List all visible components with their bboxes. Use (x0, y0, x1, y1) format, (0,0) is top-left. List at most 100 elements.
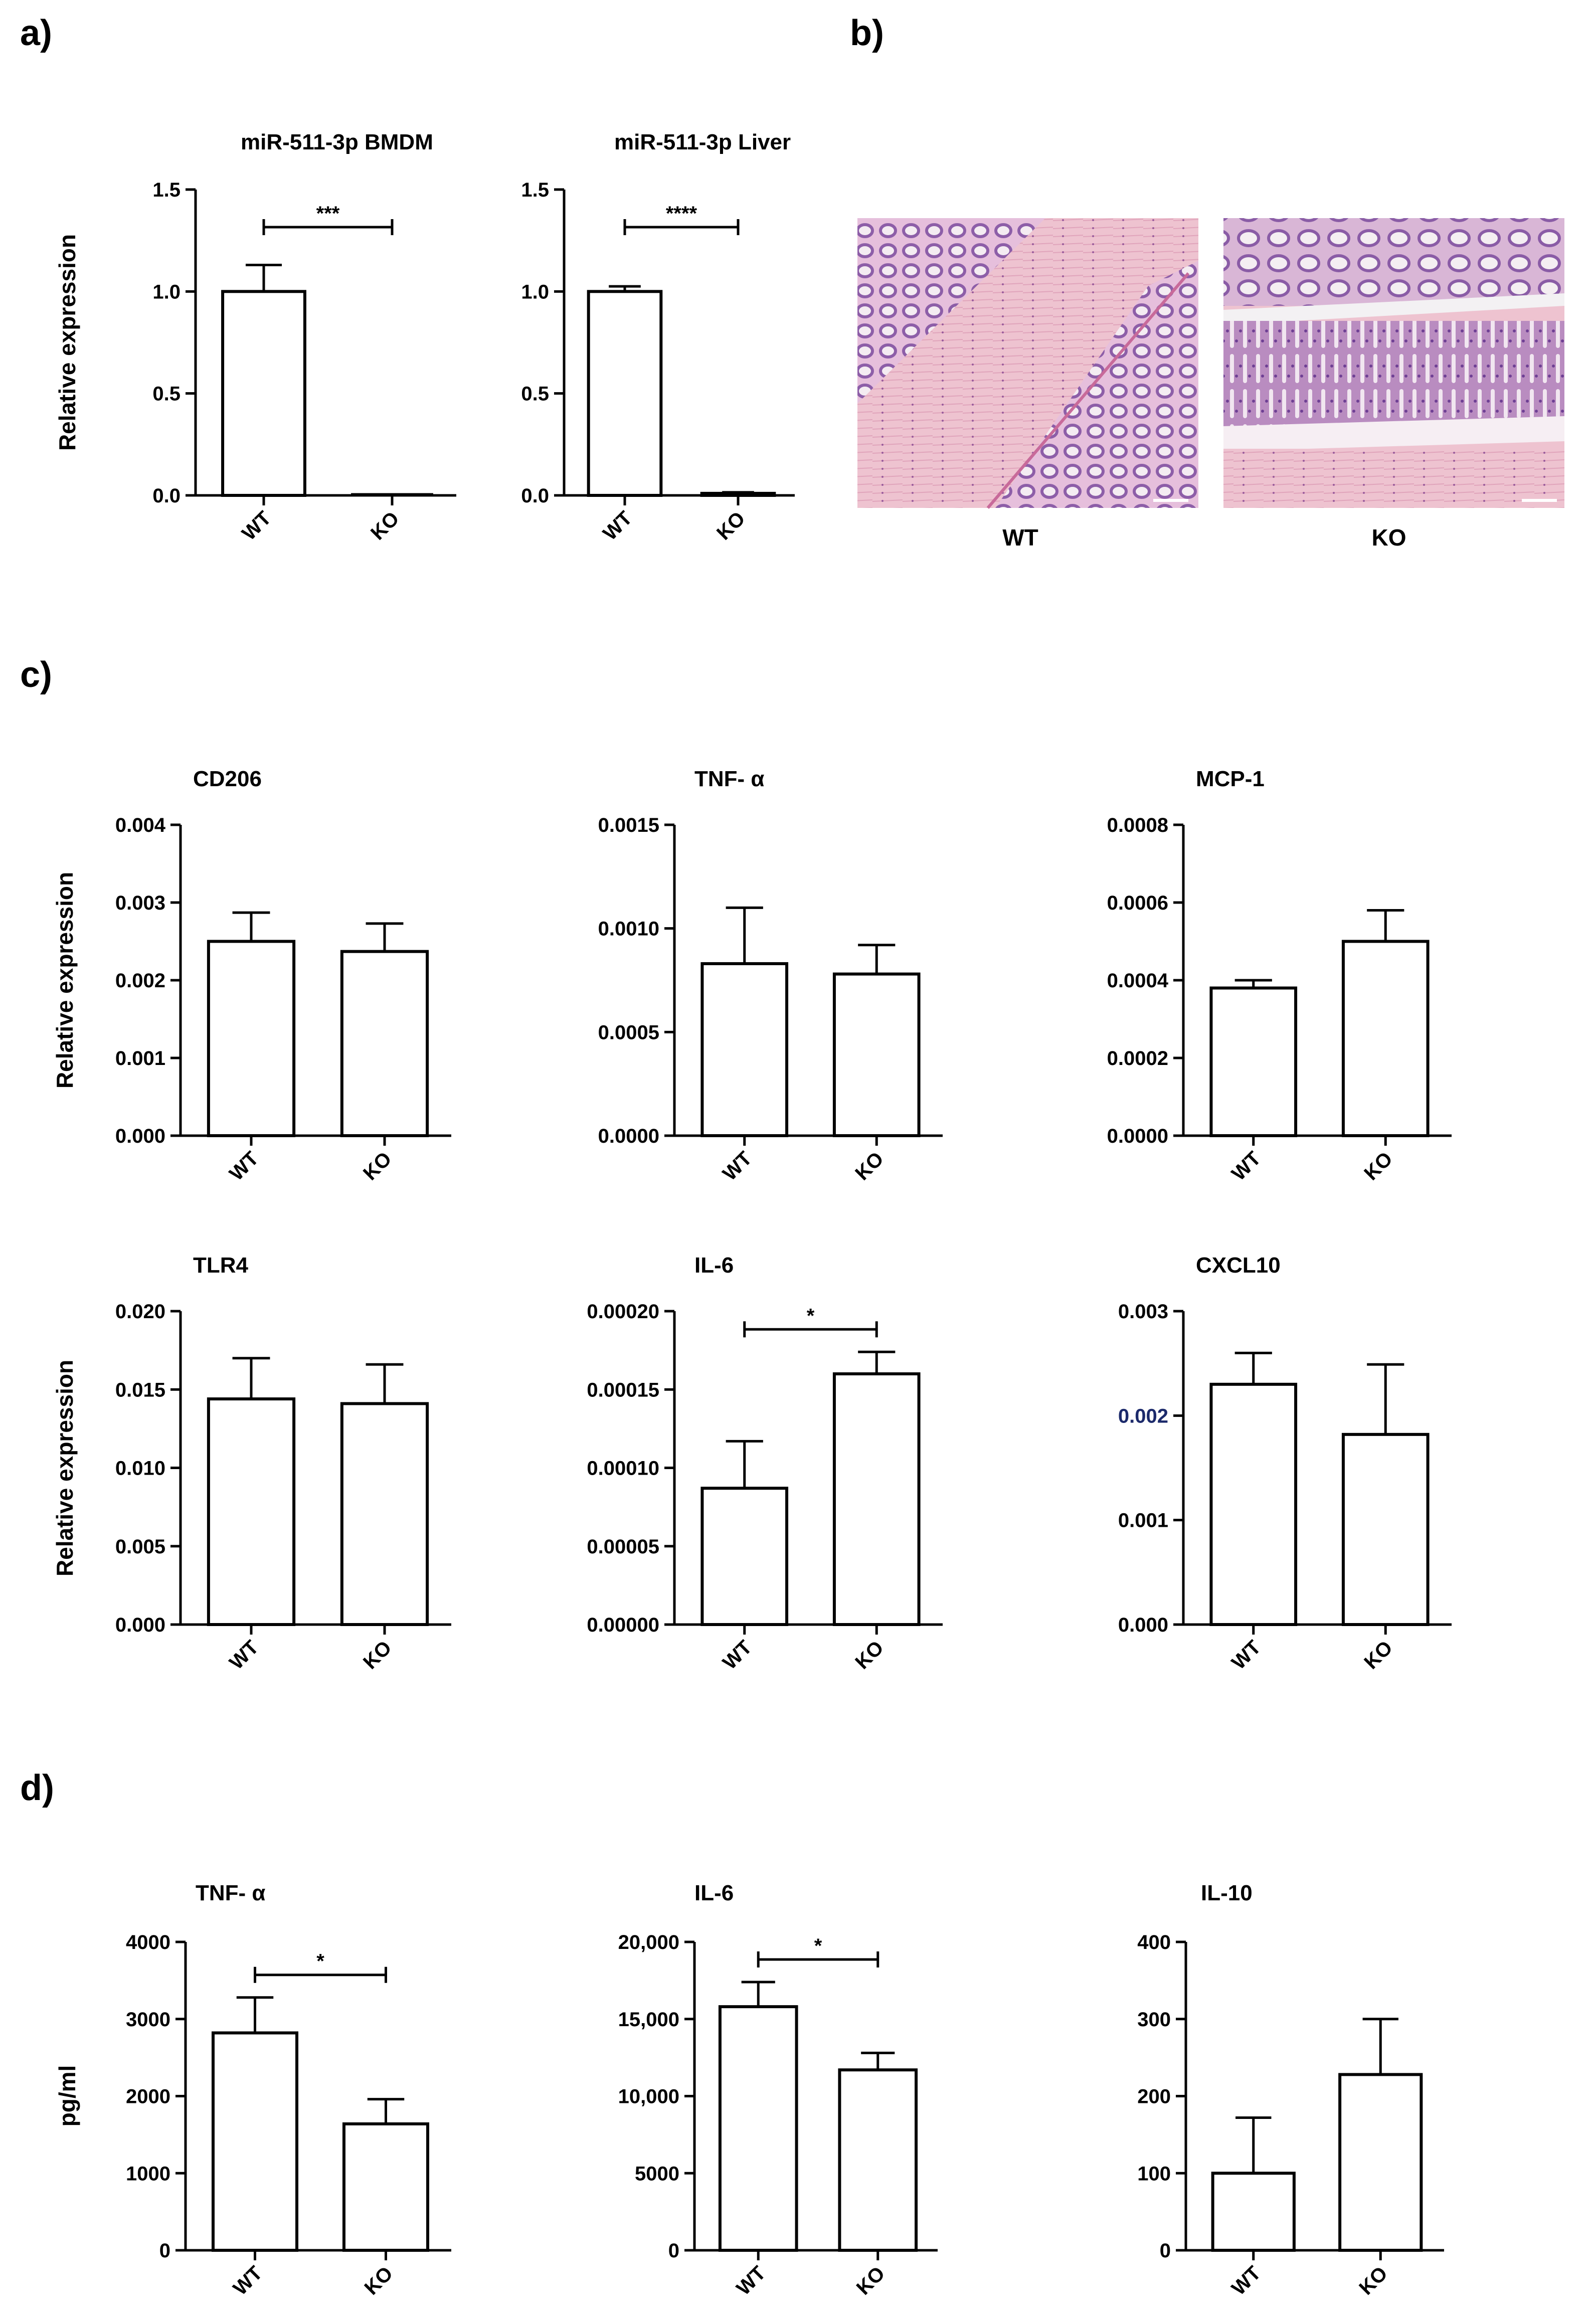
chart-4: TNF- α 0.0000 0.0005 0.0010 0.0015 WT KO (598, 767, 943, 1185)
y-tick-label: 0.0 (152, 485, 181, 507)
histology-wt-caption: WT (1002, 524, 1038, 551)
bar-ko (340, 950, 429, 1138)
bar-ko (838, 2068, 918, 2252)
y-tick-label: 0.0000 (598, 1125, 659, 1147)
y-tick-label: 0.020 (115, 1301, 165, 1323)
y-tick-label: 0.0008 (1107, 814, 1168, 836)
y-tick-label: 0.004 (115, 814, 166, 836)
chart-title: IL-6 (694, 1881, 734, 1905)
panel-label-b: b) (850, 13, 884, 53)
y-tick-label: 2000 (126, 2086, 170, 2108)
x-tick-label: KO (713, 507, 750, 545)
x-tick-label: KO (852, 2262, 890, 2299)
chart-title: TNF- α (196, 1881, 265, 1905)
y-tick-label: 0.0004 (1107, 970, 1169, 992)
y-tick-label: 0 (668, 2240, 679, 2262)
bar-ko (1341, 940, 1430, 1137)
significance-label: * (807, 1305, 815, 1327)
y-tick-label: 0.0010 (598, 918, 659, 940)
bar-wt (1209, 986, 1298, 1137)
y-tick-label: 0.000 (115, 1125, 165, 1147)
y-tick-label: 100 (1137, 2163, 1171, 2185)
chart-2: miR-511-3p Liver 0.0 0.5 1.0 1.5 WT KO **** (521, 130, 795, 545)
y-tick-label: 0.002 (115, 970, 165, 992)
y-tick-label: 0.00010 (587, 1458, 659, 1480)
x-tick-label: WT (719, 1147, 756, 1185)
bar-wt (207, 1397, 296, 1626)
x-tick-label: WT (229, 2262, 267, 2299)
y-tick-label: 1.5 (521, 179, 549, 201)
y-tick-label: 0.00015 (587, 1379, 659, 1401)
y-tick-label: 15,000 (618, 2009, 679, 2031)
x-tick-label: WT (238, 507, 275, 545)
y-tick-label: 0.005 (115, 1536, 165, 1558)
chart-8: CXCL10 0.000 0.001 0.002 0.003 WT KO (1118, 1253, 1452, 1674)
chart-10: IL-6 0 5000 10,000 15,000 20,000 WT KO * (618, 1881, 938, 2299)
y-tick-label: 0 (1160, 2240, 1171, 2262)
y-tick-label: 3000 (126, 2009, 170, 2031)
bar-wt (1211, 2172, 1296, 2252)
x-tick-label: KO (367, 507, 404, 545)
y-tick-label: 0.0005 (598, 1021, 659, 1043)
y-tick-label: 1.5 (152, 179, 181, 201)
histology-wt-image (857, 218, 1198, 509)
histology-ko-image (1223, 218, 1564, 508)
panel-label-a: a) (20, 13, 52, 53)
y-tick-label: 0.0006 (1107, 892, 1168, 914)
chart-3: CD206 Relative expression 0.000 0.001 0.002 0… (52, 767, 451, 1185)
x-tick-label: KO (1360, 1637, 1397, 1674)
bar-wt (1209, 1382, 1298, 1626)
chart-title: MCP-1 (1196, 767, 1265, 791)
y-tick-label: 0.00020 (587, 1301, 659, 1323)
y-tick-label: 4000 (126, 1931, 170, 1953)
y-tick-label: 0.00005 (587, 1536, 659, 1558)
bar-ko (340, 1402, 429, 1626)
x-tick-label: WT (1227, 1147, 1265, 1185)
y-tick-label: 0.001 (115, 1047, 165, 1069)
y-tick-label: 400 (1137, 1931, 1171, 1953)
y-tick-label: 0.0015 (598, 814, 659, 836)
y-tick-label: 0.015 (115, 1379, 165, 1401)
significance-label: *** (316, 203, 340, 225)
y-tick-label: 10,000 (618, 2086, 679, 2108)
bar-ko (832, 972, 921, 1137)
chart-title: IL-10 (1201, 1881, 1253, 1905)
y-axis-label: pg/ml (54, 2065, 80, 2127)
charts-layer: miR-511-3p BMDM Relative expression 0.0 0.5… (52, 130, 1452, 2299)
x-tick-label: KO (359, 1148, 396, 1185)
y-tick-label: 0.00000 (587, 1614, 659, 1636)
chart-9: TNF- α pg/ml 0 1000 2000 3000 4000 WT KO * (54, 1881, 451, 2299)
chart-title: TNF- α (694, 767, 764, 791)
chart-5: MCP-1 0.0000 0.0002 0.0004 0.0006 0.0008 WT KO (1107, 767, 1452, 1185)
bar-wt (211, 2031, 299, 2252)
bar-ko (342, 2122, 430, 2252)
chart-title: miR-511-3p BMDM (241, 130, 433, 154)
y-axis-label: Relative expression (52, 872, 78, 1089)
y-tick-label: 0.0000 (1107, 1125, 1168, 1147)
chart-title: CXCL10 (1196, 1253, 1281, 1278)
chart-title: TLR4 (193, 1253, 249, 1278)
x-tick-label: WT (225, 1636, 263, 1674)
bar-wt (718, 2005, 798, 2252)
y-axis-label: Relative expression (52, 1360, 78, 1576)
x-tick-label: WT (599, 507, 636, 545)
chart-11: IL-10 0 100 200 300 400 WT KO (1137, 1881, 1444, 2299)
chart-title: CD206 (193, 767, 262, 791)
chart-7: IL-6 0.00000 0.00005 0.00010 0.00015 0.00020 W… (587, 1253, 943, 1674)
y-tick-label: 200 (1137, 2086, 1171, 2108)
y-tick-label: 0.5 (152, 383, 181, 405)
x-tick-label: WT (1227, 1636, 1265, 1674)
y-tick-label: 1.0 (521, 281, 549, 303)
x-tick-label: WT (1227, 2262, 1265, 2299)
x-tick-label: KO (1355, 2262, 1392, 2299)
chart-6: TLR4 Relative expression 0.000 0.005 0.010 0.… (52, 1253, 451, 1674)
bar-ko (700, 491, 776, 497)
x-tick-label: WT (733, 2262, 770, 2299)
bar-wt (700, 1487, 789, 1626)
chart-title: IL-6 (694, 1253, 734, 1278)
bar-wt (700, 962, 789, 1138)
y-tick-label: 1.0 (152, 281, 181, 303)
bar-wt (221, 290, 306, 497)
y-tick-label: 0.000 (115, 1614, 165, 1636)
significance-label: * (814, 1935, 822, 1957)
